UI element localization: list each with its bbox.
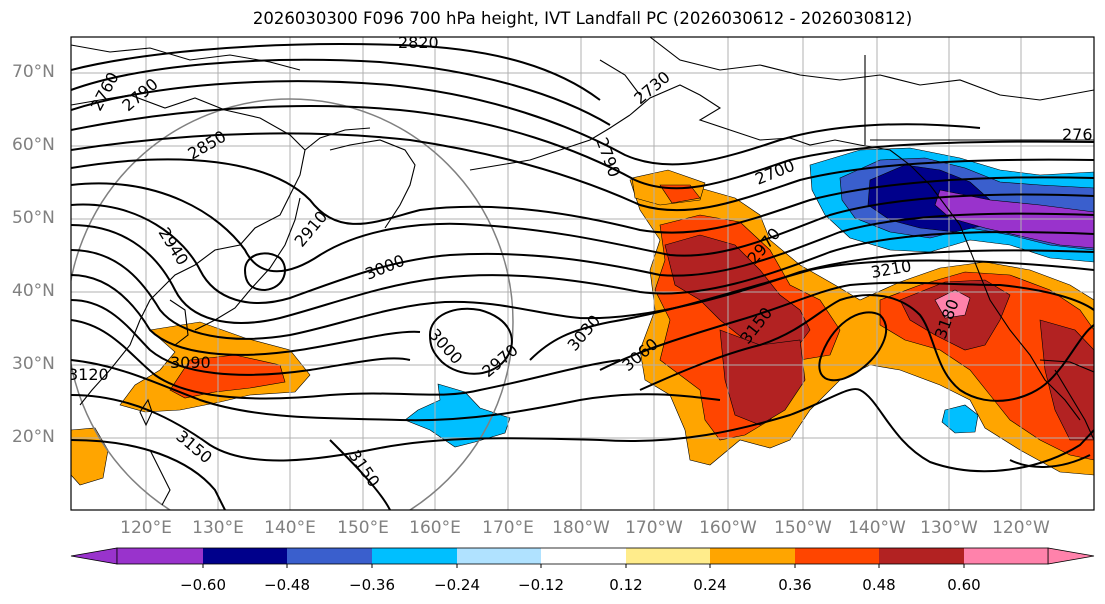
colorbar-segment — [541, 548, 626, 564]
height-contour — [71, 58, 611, 126]
coastline-arctic — [649, 37, 1094, 101]
colorbar-segment — [117, 548, 203, 564]
lon-label: 150°E — [337, 518, 389, 538]
height-contour — [71, 105, 1094, 190]
lat-label: 30°N — [12, 354, 55, 374]
colorbar-tick-label: 0.48 — [862, 576, 896, 594]
lon-label: 120°W — [992, 518, 1050, 538]
height-contour — [599, 281, 1094, 371]
height-contour — [243, 252, 286, 292]
height-contours — [71, 43, 1094, 510]
height-contour — [71, 299, 411, 376]
ivt-positive-core-west — [169, 354, 286, 399]
colorbar-segment — [287, 548, 372, 564]
lat-label: 20°N — [12, 427, 55, 447]
range-circle — [71, 98, 514, 510]
lon-label: 130°W — [920, 518, 978, 538]
coastlines — [71, 37, 1094, 506]
graticule — [71, 37, 1094, 510]
height-contour — [529, 259, 1094, 361]
colorbar-segment — [457, 548, 541, 564]
ivt-positive-patch-sw — [71, 427, 109, 486]
coastline-japan — [194, 197, 301, 331]
height-contour — [71, 439, 226, 510]
coastline-alaska — [629, 84, 861, 146]
height-contour — [71, 132, 1094, 212]
lat-label: 70°N — [12, 62, 55, 82]
colorbar-tick-label: −0.60 — [180, 576, 226, 594]
colorbar-segment — [795, 548, 879, 564]
coastline-philippines — [149, 449, 171, 506]
height-contour — [639, 294, 1094, 402]
height-contour — [71, 319, 621, 400]
height-contour — [818, 311, 887, 382]
colorbar-segment — [710, 548, 795, 564]
lon-label: 160°W — [699, 518, 757, 538]
coastline-asia-north — [71, 94, 306, 321]
height-contour — [71, 388, 1094, 473]
contour-label: 3120 — [68, 365, 109, 384]
lon-label: 140°E — [264, 518, 316, 538]
figure-title: 2026030300 F096 700 hPa height, IVT Land… — [252, 9, 913, 28]
height-contour — [71, 158, 1094, 234]
lon-label: 120°E — [120, 518, 172, 538]
lon-label: 180°W — [552, 518, 610, 538]
lat-label: 60°N — [12, 135, 55, 155]
ivt-negative-patch-south — [941, 404, 979, 434]
colorbar-segment — [203, 548, 287, 564]
ivt-positive-darkpatch-gulf — [659, 184, 701, 204]
height-contour — [71, 182, 1094, 273]
height-contour — [428, 307, 513, 375]
contour-label: 2760 — [1062, 125, 1103, 144]
height-contour — [71, 80, 981, 166]
map-area: 2820 2760 2790 2850 2730 2790 2700 2760 … — [68, 33, 1103, 510]
height-contour — [71, 359, 721, 422]
colorbar-segment — [626, 548, 710, 564]
lon-label: 150°W — [774, 518, 832, 538]
coastline-baja — [1054, 369, 1094, 441]
map-frame — [70, 36, 1095, 511]
colorbar-tick-label: −0.24 — [434, 576, 480, 594]
height-contour — [71, 274, 421, 356]
lon-label: 130°E — [192, 518, 244, 538]
colorbar-segment — [879, 548, 964, 564]
colorbar-tick-label: −0.12 — [518, 576, 564, 594]
colorbar-right-extend — [1047, 547, 1095, 565]
colorbar-tick-label: 0.60 — [947, 576, 981, 594]
colorbar-segment — [964, 548, 1048, 564]
lat-label: 40°N — [12, 281, 55, 301]
coastline-korea — [169, 299, 189, 346]
colorbar-segment — [372, 548, 457, 564]
lon-label: 140°W — [848, 518, 906, 538]
height-contour — [71, 203, 1094, 304]
colorbar-outline — [116, 547, 1049, 565]
coastline-west-coast — [979, 274, 1081, 421]
height-contour — [329, 439, 391, 510]
height-contour — [71, 43, 601, 101]
coastline-east-asia-north — [71, 44, 301, 71]
coastline-kamchatka — [329, 139, 416, 229]
height-contour — [1009, 454, 1091, 468]
colorbar-tick-label: −0.48 — [264, 576, 310, 594]
colorbar-left-extend — [70, 547, 118, 565]
colorbar-tick-label: −0.36 — [349, 576, 395, 594]
lat-label: 50°N — [12, 208, 55, 228]
lon-label: 160°E — [409, 518, 461, 538]
coastline-aleutians — [469, 114, 631, 171]
lon-label: 170°E — [482, 518, 534, 538]
colorbar — [70, 547, 1095, 568]
ivt-positive-dark-coast — [1039, 319, 1094, 441]
colorbar-tick-label: 0.12 — [609, 576, 643, 594]
contour-label: 2820 — [398, 33, 439, 52]
height-contour — [71, 249, 1094, 340]
coastline-nw-america — [859, 144, 981, 276]
coastline-bering — [599, 59, 641, 96]
contour-label: 3090 — [170, 353, 211, 372]
lon-label: 170°W — [625, 518, 683, 538]
colorbar-tick-label: 0.24 — [693, 576, 727, 594]
colorbar-tick-label: 0.36 — [778, 576, 812, 594]
height-contour — [71, 224, 1094, 324]
border-us-mexico — [1039, 359, 1094, 373]
